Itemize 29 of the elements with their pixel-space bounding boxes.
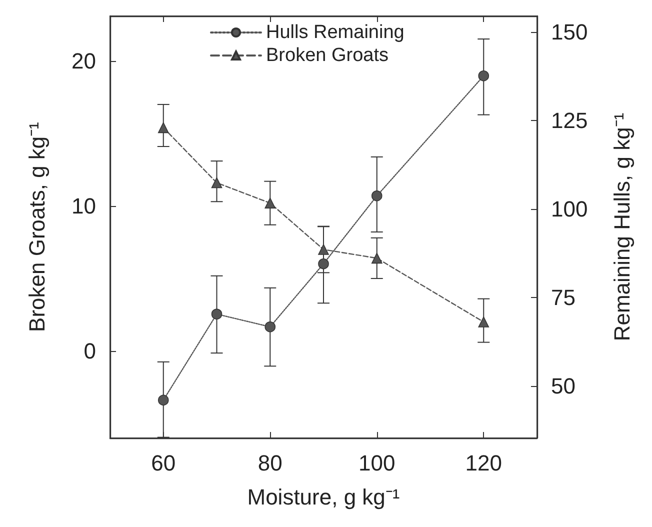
x-tick-label: 100 bbox=[358, 450, 396, 476]
y-axis-title: Broken Groats, g kg⁻¹ bbox=[24, 122, 50, 332]
x-axis-title: Moisture, g kg⁻¹ bbox=[247, 484, 400, 510]
y2-tick-label: 50 bbox=[551, 373, 576, 398]
y2-tick-label: 150 bbox=[551, 19, 588, 44]
point bbox=[158, 122, 169, 134]
y2-tick-label: 100 bbox=[551, 196, 588, 222]
point bbox=[478, 316, 490, 328]
y-tick-label: 20 bbox=[72, 48, 96, 74]
y2-tick-label: 125 bbox=[551, 108, 588, 133]
point bbox=[158, 394, 169, 406]
y-tick-label: 0 bbox=[84, 338, 96, 364]
point bbox=[371, 190, 382, 202]
x-tick-label: 80 bbox=[258, 450, 282, 476]
point bbox=[264, 198, 276, 208]
point bbox=[478, 70, 490, 82]
point bbox=[318, 258, 329, 270]
point bbox=[211, 177, 222, 188]
y-tick-label: 10 bbox=[72, 193, 96, 218]
legend-label: Broken Groats bbox=[266, 45, 388, 66]
point bbox=[211, 308, 222, 320]
y2-axis-title: Remaining Hulls, g kg⁻¹ bbox=[610, 112, 634, 342]
point bbox=[318, 244, 329, 255]
y2-tick-label: 75 bbox=[551, 284, 576, 310]
point bbox=[264, 321, 276, 332]
legend-label: Hulls Remaining bbox=[266, 22, 404, 43]
x-tick-label: 60 bbox=[151, 450, 176, 476]
x-tick-label: 120 bbox=[465, 450, 502, 476]
point bbox=[371, 252, 382, 264]
